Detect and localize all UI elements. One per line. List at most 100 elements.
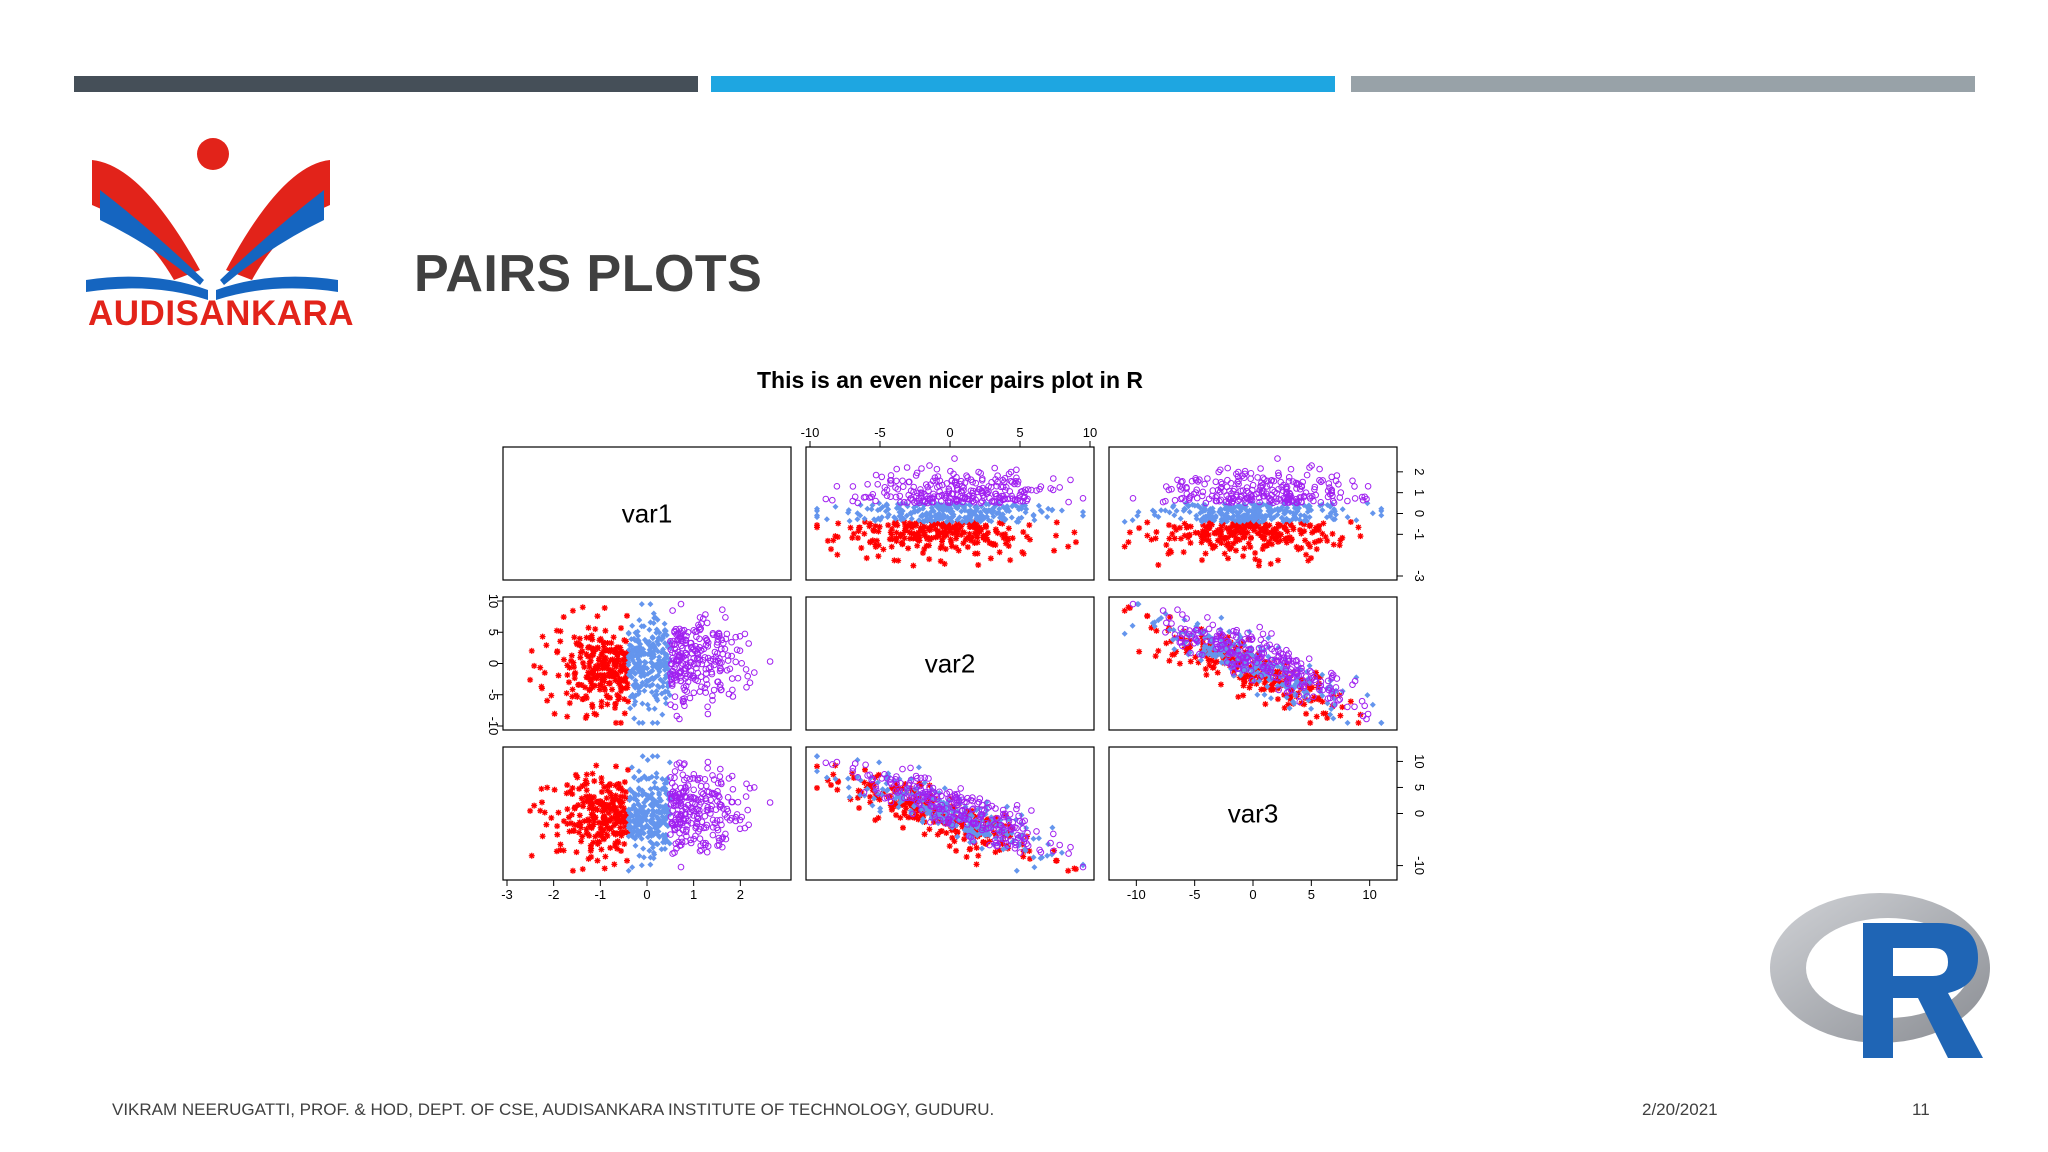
- point: [1335, 697, 1342, 704]
- point: [1237, 524, 1244, 531]
- point: [1026, 536, 1033, 543]
- point: [1268, 516, 1275, 523]
- point: [869, 775, 877, 783]
- point: [709, 692, 716, 700]
- point: [701, 776, 709, 783]
- point: [604, 787, 611, 794]
- point: [973, 521, 980, 528]
- point: [966, 530, 973, 537]
- point: [607, 648, 614, 655]
- point: [1232, 547, 1239, 554]
- point: [615, 678, 622, 685]
- point: [1230, 540, 1237, 547]
- point: [1260, 515, 1267, 522]
- point: [687, 795, 695, 803]
- point: [599, 803, 606, 810]
- point: [682, 805, 690, 812]
- point: [682, 636, 689, 644]
- point: [683, 673, 690, 680]
- point: [1168, 485, 1175, 493]
- point: [632, 663, 639, 670]
- point: [1080, 509, 1086, 515]
- r-logo-icon: [1770, 893, 1990, 1058]
- point: [605, 810, 612, 817]
- point: [1186, 637, 1193, 644]
- point: [976, 795, 984, 802]
- point: [1039, 854, 1045, 861]
- point: [901, 794, 908, 802]
- point: [943, 790, 951, 798]
- point: [1369, 701, 1376, 708]
- point: [661, 658, 668, 665]
- point: [1327, 711, 1334, 718]
- point: [835, 520, 842, 527]
- point: [1251, 505, 1258, 511]
- point: [640, 854, 647, 861]
- point: [590, 794, 597, 801]
- point: [969, 807, 976, 814]
- point: [1005, 525, 1012, 532]
- point: [646, 775, 652, 782]
- point: [875, 553, 882, 560]
- point: [690, 674, 697, 682]
- point: [1230, 672, 1237, 679]
- point: [625, 833, 632, 840]
- point: [965, 492, 973, 500]
- point: [1129, 495, 1137, 502]
- point: [1192, 635, 1199, 643]
- point: [971, 827, 978, 834]
- point: [994, 530, 1001, 537]
- accent-bar-grey: [1351, 76, 1975, 92]
- point: [919, 810, 926, 817]
- point: [566, 788, 573, 795]
- point: [569, 785, 576, 792]
- point: [1256, 654, 1263, 662]
- point: [1179, 484, 1186, 491]
- point: [634, 666, 641, 673]
- point: [583, 651, 590, 658]
- point: [709, 630, 717, 637]
- point: [934, 532, 941, 539]
- point: [897, 814, 904, 821]
- point: [965, 832, 973, 840]
- point: [872, 786, 880, 793]
- point: [1189, 501, 1196, 508]
- point: [1295, 672, 1302, 679]
- point: [646, 646, 653, 653]
- point: [634, 821, 641, 828]
- point: [1264, 542, 1271, 549]
- point: [978, 514, 984, 521]
- point: [541, 809, 548, 816]
- point: [952, 544, 959, 551]
- point: [623, 829, 630, 836]
- point: [887, 529, 894, 536]
- point: [600, 659, 607, 666]
- point: [1015, 812, 1022, 820]
- point: [668, 682, 676, 689]
- point: [1058, 849, 1065, 856]
- point: [1049, 847, 1057, 855]
- point: [1306, 523, 1313, 530]
- point: [940, 511, 947, 518]
- point: [928, 534, 935, 541]
- point: [1295, 546, 1302, 553]
- point: [1013, 805, 1020, 813]
- tick-label: 5: [486, 629, 501, 636]
- point: [726, 665, 734, 673]
- point: [1247, 534, 1254, 541]
- point: [639, 787, 646, 794]
- point: [1268, 645, 1276, 653]
- point: [954, 516, 961, 523]
- point: [1270, 680, 1277, 687]
- tick-label: 2: [1412, 468, 1427, 475]
- point: [939, 805, 946, 813]
- point: [850, 530, 857, 537]
- point: [1013, 474, 1020, 482]
- point: [958, 508, 965, 515]
- point: [895, 557, 902, 564]
- point: [997, 514, 1003, 521]
- tick-label: 10: [1083, 425, 1097, 440]
- point: [692, 832, 699, 840]
- point: [724, 808, 732, 815]
- point: [672, 625, 680, 633]
